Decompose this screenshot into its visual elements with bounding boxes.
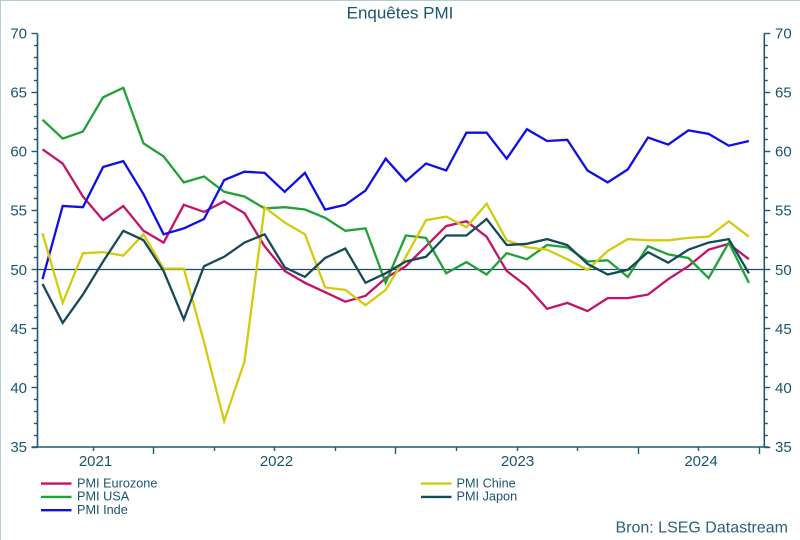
svg-text:2022: 2022 (260, 453, 293, 470)
svg-text:2024: 2024 (684, 453, 717, 470)
svg-text:Bron: LSEG Datastream: Bron: LSEG Datastream (615, 520, 788, 537)
svg-text:35: 35 (775, 439, 792, 456)
svg-text:65: 65 (10, 85, 27, 102)
svg-text:PMI Japon: PMI Japon (457, 490, 518, 504)
svg-text:40: 40 (775, 380, 792, 397)
svg-text:PMI Inde: PMI Inde (77, 503, 128, 517)
svg-text:PMI Chine: PMI Chine (457, 476, 516, 490)
svg-text:50: 50 (10, 262, 27, 279)
svg-text:45: 45 (10, 321, 27, 338)
svg-text:60: 60 (775, 144, 792, 161)
svg-text:40: 40 (10, 380, 27, 397)
svg-text:2023: 2023 (501, 453, 534, 470)
svg-text:2021: 2021 (79, 453, 112, 470)
svg-text:50: 50 (775, 262, 792, 279)
svg-text:45: 45 (775, 321, 792, 338)
svg-text:PMI Eurozone: PMI Eurozone (77, 476, 157, 490)
svg-text:55: 55 (10, 203, 27, 220)
svg-text:70: 70 (775, 26, 792, 43)
svg-text:60: 60 (10, 144, 27, 161)
svg-text:65: 65 (775, 85, 792, 102)
svg-text:PMI USA: PMI USA (77, 490, 130, 504)
svg-text:Enquêtes PMI: Enquêtes PMI (347, 4, 454, 23)
svg-text:70: 70 (10, 26, 27, 43)
svg-text:35: 35 (10, 439, 27, 456)
svg-text:55: 55 (775, 203, 792, 220)
